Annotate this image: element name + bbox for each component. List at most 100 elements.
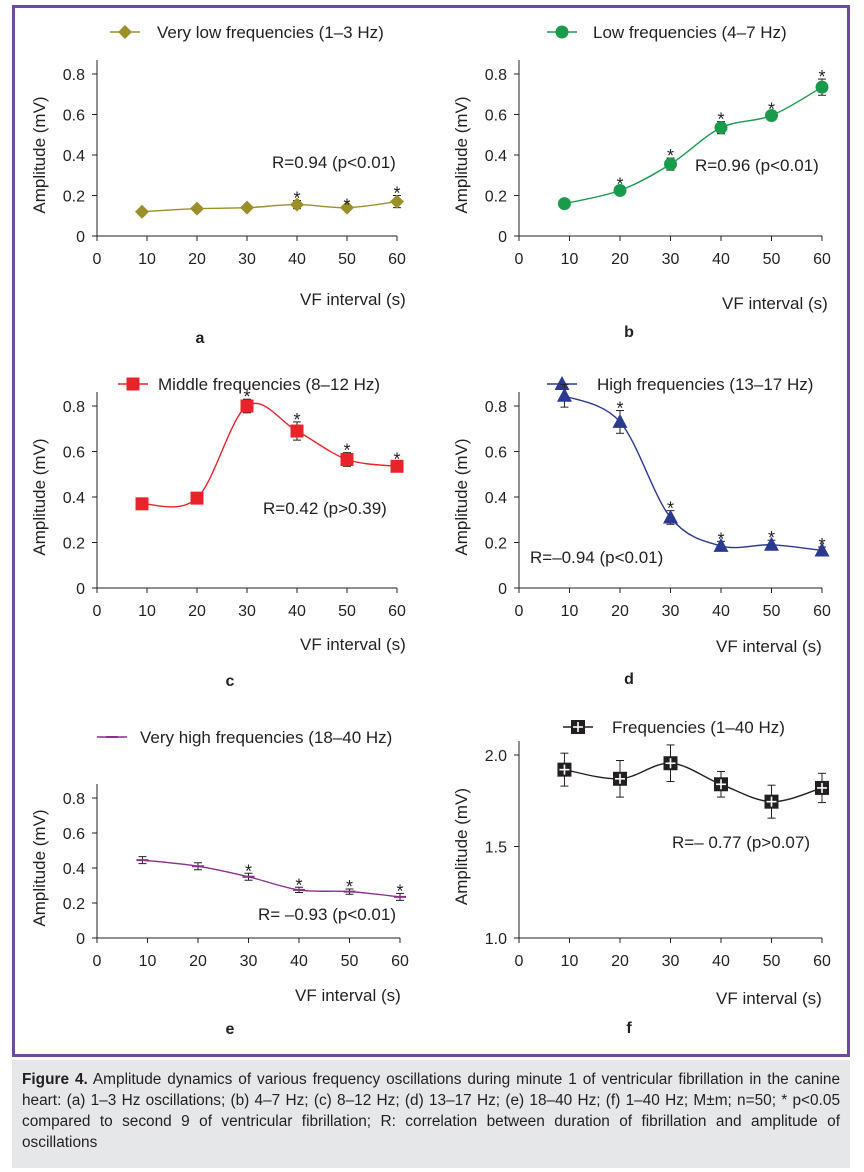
y-tick-label: 0 <box>76 581 85 598</box>
x-tick-label: 50 <box>763 603 781 620</box>
x-tick-label: 0 <box>515 953 524 970</box>
significance-star: * <box>393 450 400 470</box>
x-axis-title: VF interval (s) <box>722 294 828 313</box>
x-tick-label: 40 <box>288 603 306 620</box>
correlation-annotation: R=0.96 (p<0.01) <box>695 156 819 175</box>
chart-panel-d: High frequencies (13–17 Hz) 0 0.2 0.4 0.6 0.8… <box>452 375 831 688</box>
data-point <box>135 497 149 511</box>
x-tick-label: 20 <box>188 603 206 620</box>
y-tick-label: 0.2 <box>63 536 85 553</box>
x-tick-label: 60 <box>813 603 831 620</box>
data-point <box>764 536 779 551</box>
series-line <box>142 859 401 898</box>
panel-letter: e <box>226 1021 235 1038</box>
x-tick-label: 10 <box>561 953 579 970</box>
figure-charts: Very low frequencies (1–3 Hz) 0 0.2 0.4 0.6 0… <box>30 23 831 1038</box>
significance-star: * <box>295 875 302 895</box>
legend-marker <box>571 720 585 734</box>
correlation-annotation: R=– 0.77 (p>0.07) <box>672 833 810 852</box>
data-point <box>290 424 304 438</box>
series-line <box>141 402 398 508</box>
data-point <box>240 399 254 413</box>
x-tick-label: 50 <box>341 953 359 970</box>
legend-marker <box>126 377 140 391</box>
legend: Very low frequencies (1–3 Hz) <box>110 23 384 42</box>
significance-star: * <box>293 410 300 430</box>
chart-panel-e: Very high frequencies (18–40 Hz) 0 0.2 0.4 0… <box>30 728 409 1038</box>
x-tick-label: 30 <box>238 251 256 268</box>
y-tick-label: 2.0 <box>485 748 507 765</box>
x-tick-label: 50 <box>763 251 781 268</box>
chart-panel-c: Middle frequencies (8–12 Hz) 0 0.2 0.4 0.6 0.… <box>30 375 406 690</box>
x-tick-label: 60 <box>388 603 406 620</box>
x-tick-label: 30 <box>238 603 256 620</box>
x-tick-label: 30 <box>662 603 680 620</box>
panel-letter: f <box>626 1020 632 1037</box>
caption-text: Amplitude dynamics of various frequency … <box>22 1071 841 1151</box>
x-tick-label: 60 <box>391 953 409 970</box>
significance-star: * <box>717 529 724 549</box>
y-tick-label: 0 <box>498 581 507 598</box>
significance-star: * <box>393 184 400 204</box>
data-point <box>340 452 354 466</box>
x-axis-title: VF interval (s) <box>295 986 401 1005</box>
correlation-annotation: R=0.42 (p>0.39) <box>263 499 387 518</box>
y-tick-label: 0 <box>76 229 85 246</box>
data-point <box>815 780 829 795</box>
data-point <box>190 201 204 216</box>
y-tick-label: 0.4 <box>63 861 85 878</box>
y-tick-label: 0.8 <box>485 399 507 416</box>
x-tick-label: 10 <box>561 603 579 620</box>
panel-letter: a <box>196 330 205 347</box>
data-point <box>815 80 829 94</box>
correlation-annotation: R=0.94 (p<0.01) <box>272 153 396 172</box>
y-tick-label: 0.6 <box>485 108 507 125</box>
series-line <box>564 395 823 552</box>
legend-marker <box>554 376 570 390</box>
significance-star: * <box>343 441 350 461</box>
data-point <box>557 762 572 777</box>
legend: Middle frequencies (8–12 Hz) <box>118 375 380 394</box>
y-tick-label: 0.6 <box>63 108 85 125</box>
x-tick-label: 0 <box>93 603 102 620</box>
x-axis-title: VF interval (s) <box>300 635 406 654</box>
x-axis-title: VF interval (s) <box>300 290 406 309</box>
x-tick-label: 30 <box>240 953 258 970</box>
x-tick-label: 20 <box>611 953 629 970</box>
data-point <box>612 413 628 428</box>
figure-caption: Figure 4. Amplitude dynamics of various … <box>12 1060 850 1168</box>
y-tick-label: 0 <box>498 229 507 246</box>
data-point <box>557 197 571 211</box>
legend-label: Very high frequencies (18–40 Hz) <box>140 728 392 747</box>
chart-panel-f: Frequencies (1–40 Hz) 1.0 1.5 2.0 0 10 20 30 40 5… <box>452 718 831 1037</box>
x-tick-label: 30 <box>662 251 680 268</box>
y-tick-label: 0.8 <box>63 399 85 416</box>
y-tick-label: 0.4 <box>485 490 507 507</box>
data-point <box>764 794 779 809</box>
x-tick-label: 30 <box>662 953 680 970</box>
series-line <box>141 200 398 213</box>
y-tick-label: 0.4 <box>485 148 507 165</box>
legend-label: Frequencies (1–40 Hz) <box>612 718 785 737</box>
y-tick-label: 0.4 <box>63 490 85 507</box>
caption-label: Figure 4. <box>22 1071 88 1088</box>
x-tick-label: 20 <box>188 251 206 268</box>
x-tick-label: 20 <box>189 953 207 970</box>
panel-letter: c <box>226 673 235 690</box>
data-point <box>663 756 678 771</box>
x-tick-label: 0 <box>515 251 524 268</box>
x-tick-label: 60 <box>388 251 406 268</box>
significance-star: * <box>293 189 300 209</box>
legend: Low frequencies (4–7 Hz) <box>547 23 787 42</box>
y-axis-title: Amplitude (mV) <box>452 438 471 555</box>
x-tick-label: 40 <box>712 251 730 268</box>
significance-star: * <box>667 499 674 519</box>
data-point <box>613 183 627 197</box>
chart-panel-b: Low frequencies (4–7 Hz) 0 0.2 0.4 0.6 0.8 0 10… <box>452 23 831 341</box>
significance-star: * <box>343 196 350 216</box>
data-point <box>613 771 627 786</box>
y-axis-title: Amplitude (mV) <box>30 438 49 555</box>
x-tick-label: 10 <box>138 251 156 268</box>
correlation-annotation: R=–0.94 (p<0.01) <box>530 548 663 567</box>
legend-marker <box>555 25 569 39</box>
